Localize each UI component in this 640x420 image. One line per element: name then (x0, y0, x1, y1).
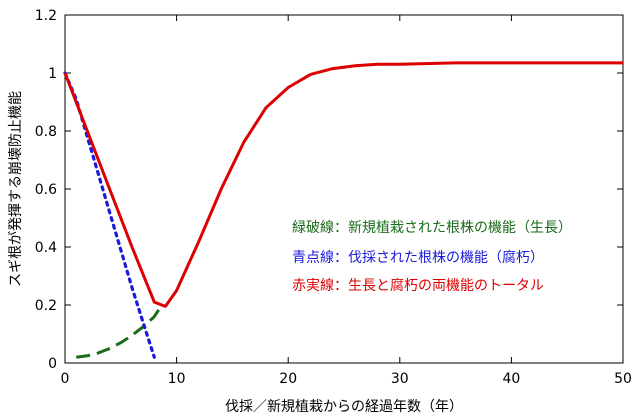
legend: 緑破線：新規植栽された根株の機能（生長） 青点線：伐採された根株の機能（腐朽） … (292, 220, 572, 294)
y-tick-label: 0.4 (35, 240, 57, 256)
x-tick-label: 40 (502, 371, 520, 387)
x-tick-label: 0 (61, 371, 70, 387)
series-line-dotted (63, 71, 156, 359)
y-tick-label: 0.8 (35, 124, 57, 140)
y-tick-label: 1.2 (35, 8, 57, 24)
legend-entry-blue: 青点線：伐採された根株の機能（腐朽） (292, 249, 544, 266)
x-tick-label: 20 (279, 371, 297, 387)
series-line-dashed (76, 307, 162, 359)
x-tick-label: 10 (168, 371, 186, 387)
y-axis-label: スギ根が発揮する崩壊防止機能 (8, 91, 24, 287)
y-tick-label: 0.6 (35, 182, 57, 198)
y-tick-label: 0.2 (35, 298, 57, 314)
x-tick-label: 30 (391, 371, 409, 387)
y-tick-label: 1 (48, 66, 57, 82)
axis-ticks: 0 10 20 30 40 50 0 0.2 0.4 0.6 0.8 1 1.2 (35, 8, 632, 387)
series-group (63, 61, 623, 359)
legend-entry-red: 赤実線：生長と腐朽の両機能のトータル (292, 277, 544, 294)
series-line-solid (63, 61, 623, 308)
y-tick-label: 0 (48, 356, 57, 372)
x-tick-label: 50 (614, 371, 632, 387)
legend-entry-green: 緑破線：新規植栽された根株の機能（生長） (292, 220, 572, 236)
x-axis-label: 伐採／新規植栽からの経過年数（年） (225, 399, 463, 415)
